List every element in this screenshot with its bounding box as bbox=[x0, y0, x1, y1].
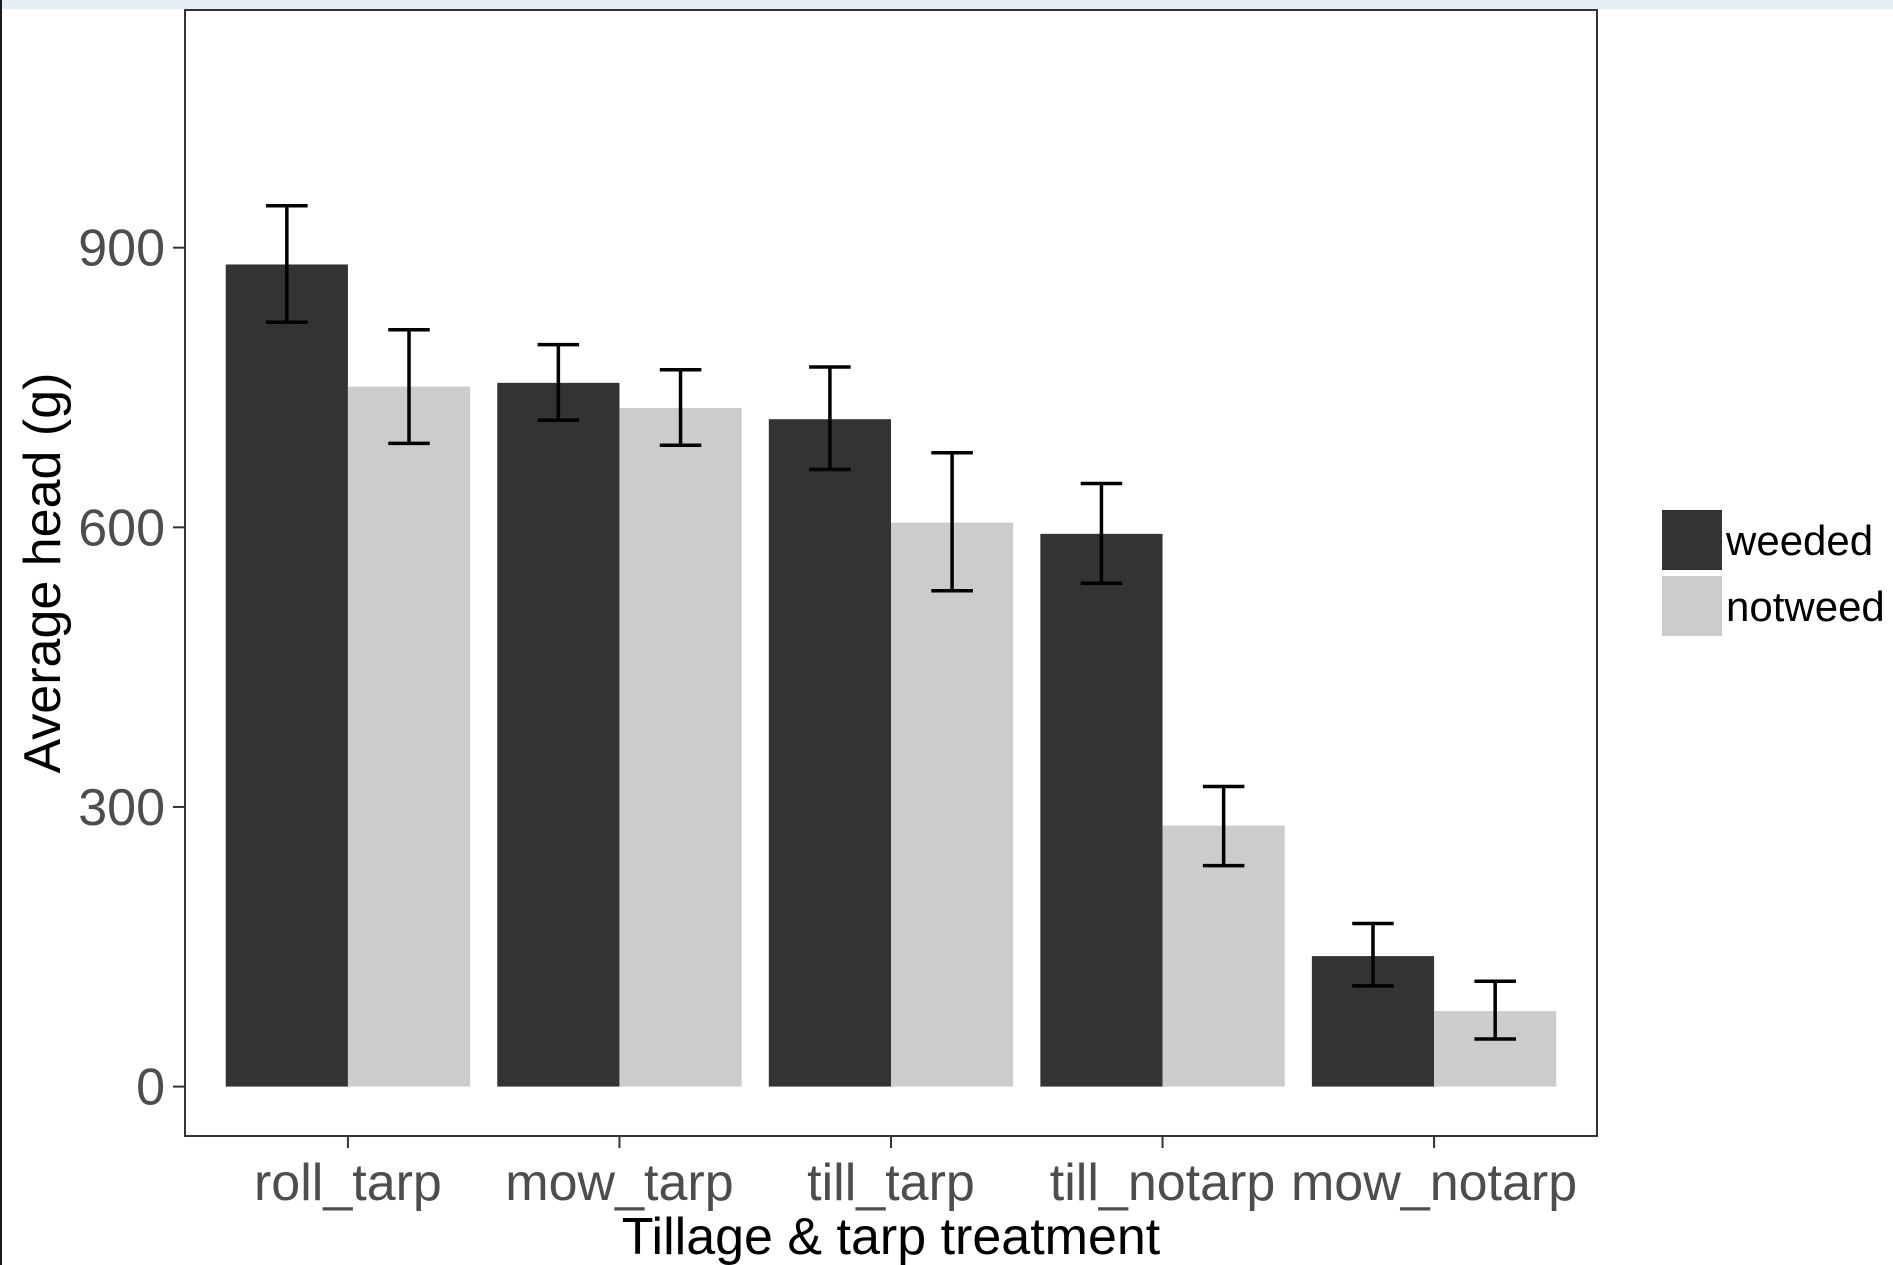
error-bar-notweed-mow_tarp bbox=[659, 368, 702, 448]
x-tick-label: till_notarp bbox=[1050, 1154, 1275, 1212]
y-axis: 0 300 600 900 bbox=[78, 220, 185, 1117]
window-top-strip bbox=[0, 0, 1893, 9]
x-axis: roll_tarp mow_tarp till_tarp till_notarp mow… bbox=[254, 1136, 1577, 1212]
x-tick-label: mow_notarp bbox=[1291, 1154, 1577, 1212]
x-tick-label: mow_tarp bbox=[505, 1154, 733, 1212]
chart-marks bbox=[225, 203, 1557, 1087]
legend-label-weeded: weeded bbox=[1725, 517, 1873, 564]
legend-key-notweed bbox=[1662, 576, 1722, 636]
y-tick-label: 600 bbox=[78, 499, 165, 557]
error-bar-weeded-roll_tarp bbox=[266, 203, 308, 325]
bar-weeded-till_tarp bbox=[768, 419, 891, 1087]
error-bar-weeded-till_tarp bbox=[809, 365, 851, 472]
legend-label-notweed: notweed bbox=[1726, 583, 1885, 630]
error-bar-weeded-mow_notarp bbox=[1352, 921, 1394, 988]
error-bar-weeded-till_notarp bbox=[1080, 481, 1123, 586]
bar-weeded-roll_tarp bbox=[225, 264, 348, 1087]
error-bar-notweed-till_tarp bbox=[931, 451, 973, 593]
error-bar-notweed-till_notarp bbox=[1202, 784, 1245, 868]
bar-weeded-mow_tarp bbox=[497, 382, 620, 1087]
x-axis-title: Tillage & tarp treatment bbox=[622, 1208, 1161, 1265]
bar-notweed-till_notarp bbox=[1162, 825, 1285, 1087]
bar-notweed-till_tarp bbox=[891, 522, 1014, 1087]
error-bar-weeded-mow_tarp bbox=[537, 342, 580, 422]
bar-notweed-roll_tarp bbox=[347, 386, 471, 1087]
y-axis-title: Average head (g) bbox=[14, 373, 72, 774]
y-tick-label: 900 bbox=[78, 220, 165, 278]
error-bar-notweed-mow_notarp bbox=[1474, 979, 1516, 1041]
window-left-border bbox=[0, 0, 2, 1265]
legend: weeded notweed bbox=[1662, 510, 1885, 636]
x-tick-label: till_tarp bbox=[807, 1154, 975, 1212]
error-bar-notweed-roll_tarp bbox=[388, 327, 430, 446]
bar-notweed-mow_tarp bbox=[619, 408, 742, 1087]
bar-weeded-till_notarp bbox=[1040, 533, 1163, 1087]
legend-key-weeded bbox=[1662, 510, 1722, 570]
y-tick-label: 300 bbox=[78, 779, 165, 837]
x-tick-label: roll_tarp bbox=[254, 1154, 442, 1212]
y-tick-label: 0 bbox=[136, 1059, 165, 1117]
